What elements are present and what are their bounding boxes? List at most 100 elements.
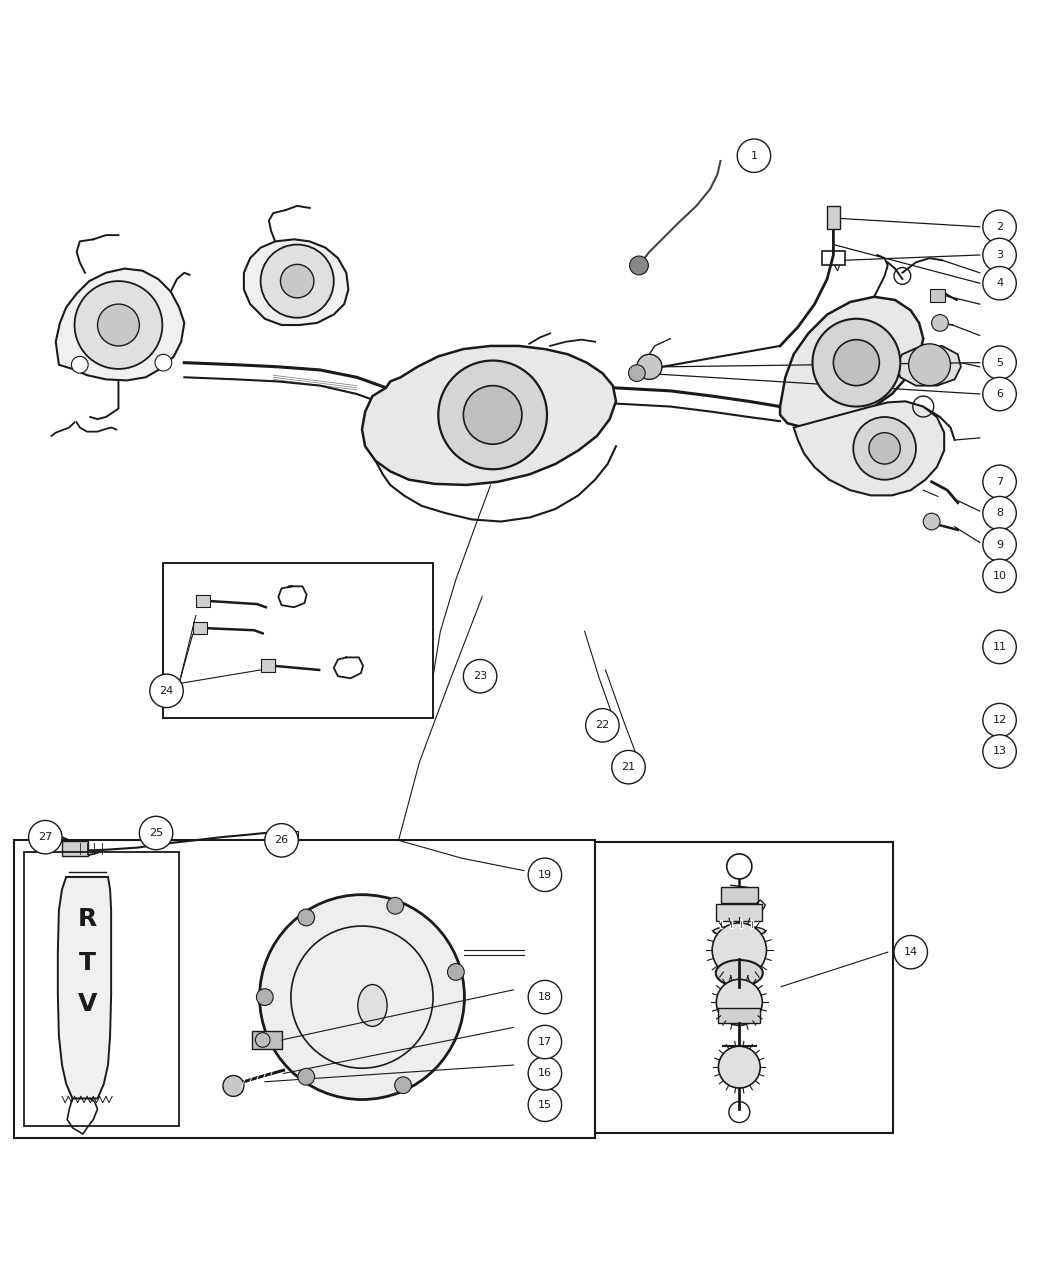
Circle shape (223, 1076, 244, 1096)
Circle shape (983, 704, 1017, 737)
Text: 7: 7 (996, 477, 1003, 486)
Text: 17: 17 (538, 1037, 552, 1048)
Text: 18: 18 (538, 992, 552, 1002)
Circle shape (139, 816, 173, 849)
Circle shape (298, 909, 314, 925)
Circle shape (28, 821, 62, 854)
Bar (595, 843, 893, 1133)
Circle shape (438, 360, 547, 470)
Circle shape (586, 709, 619, 742)
Bar (163, 564, 433, 718)
Circle shape (983, 210, 1017, 243)
Bar (14, 840, 595, 1138)
Circle shape (833, 340, 879, 386)
Circle shape (719, 1046, 760, 1088)
Ellipse shape (716, 960, 763, 987)
Circle shape (463, 659, 497, 693)
Circle shape (983, 496, 1017, 530)
Text: 2: 2 (996, 222, 1003, 232)
Ellipse shape (357, 984, 387, 1026)
Bar (822, 251, 845, 266)
Circle shape (97, 304, 139, 346)
Circle shape (150, 675, 183, 708)
Circle shape (528, 1088, 562, 1122)
Circle shape (528, 858, 562, 891)
Circle shape (281, 265, 314, 298)
Circle shape (528, 980, 562, 1013)
Circle shape (630, 256, 649, 275)
Circle shape (983, 238, 1017, 271)
Bar (721, 887, 758, 903)
Circle shape (463, 386, 522, 444)
Text: 25: 25 (149, 827, 163, 838)
Circle shape (612, 750, 646, 784)
Bar (24, 852, 179, 1125)
Circle shape (456, 370, 529, 443)
Circle shape (983, 735, 1017, 768)
Text: 26: 26 (275, 835, 288, 845)
Polygon shape (244, 239, 348, 325)
Circle shape (869, 433, 900, 465)
Polygon shape (780, 297, 923, 428)
Bar (719, 1007, 760, 1023)
Circle shape (261, 244, 333, 318)
Circle shape (909, 344, 951, 386)
Polygon shape (362, 346, 616, 485)
Bar (282, 831, 299, 839)
Circle shape (983, 630, 1017, 663)
Circle shape (983, 377, 1017, 411)
Circle shape (155, 354, 172, 370)
Circle shape (265, 824, 299, 857)
Text: 6: 6 (996, 390, 1003, 398)
Circle shape (528, 1025, 562, 1059)
Circle shape (277, 826, 291, 840)
Circle shape (447, 964, 464, 980)
Circle shape (395, 1077, 412, 1094)
Circle shape (528, 1057, 562, 1090)
Circle shape (637, 354, 662, 379)
Bar (717, 904, 762, 920)
Text: 11: 11 (992, 642, 1006, 652)
Polygon shape (793, 401, 944, 495)
Text: 9: 9 (996, 540, 1003, 550)
Bar (827, 206, 839, 229)
Circle shape (983, 266, 1017, 300)
Text: 1: 1 (750, 150, 758, 160)
Ellipse shape (435, 356, 571, 456)
Text: 24: 24 (159, 686, 174, 696)
Circle shape (983, 465, 1017, 499)
Text: T: T (79, 951, 95, 975)
Text: 23: 23 (473, 671, 487, 681)
Circle shape (260, 895, 464, 1100)
Circle shape (932, 314, 948, 331)
Bar (193, 622, 208, 634)
Polygon shape (58, 877, 111, 1099)
Circle shape (983, 346, 1017, 379)
Text: 4: 4 (996, 279, 1003, 288)
Circle shape (387, 897, 403, 914)
Circle shape (298, 1068, 314, 1085)
Polygon shape (56, 269, 184, 381)
Circle shape (713, 923, 766, 978)
Text: 15: 15 (538, 1100, 552, 1110)
Circle shape (853, 418, 916, 480)
Ellipse shape (714, 925, 765, 937)
Text: 13: 13 (992, 746, 1006, 756)
Circle shape (71, 356, 88, 373)
Text: 19: 19 (538, 869, 552, 880)
Circle shape (717, 979, 762, 1025)
Bar (261, 659, 276, 672)
Circle shape (257, 989, 274, 1006)
Bar (62, 841, 88, 855)
Circle shape (983, 528, 1017, 561)
Polygon shape (896, 346, 961, 386)
Bar (196, 594, 211, 607)
Text: 3: 3 (996, 250, 1003, 260)
Text: R: R (78, 906, 96, 931)
Bar (253, 1031, 282, 1049)
Circle shape (894, 936, 927, 969)
Text: 21: 21 (621, 763, 635, 773)
Circle shape (629, 365, 646, 382)
Bar (930, 289, 945, 302)
Text: 12: 12 (992, 715, 1007, 726)
